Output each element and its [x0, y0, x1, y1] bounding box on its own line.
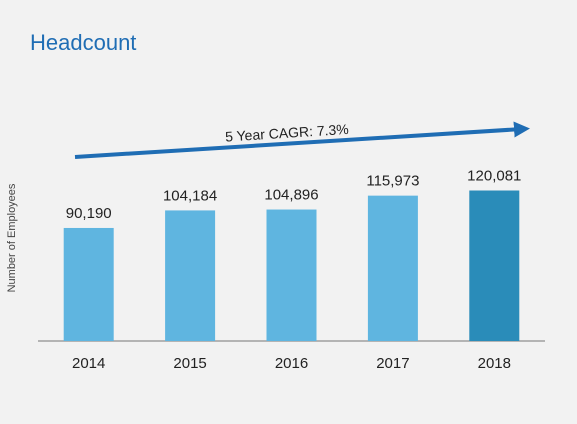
data-label: 120,081 [467, 167, 521, 184]
bar [367, 195, 418, 341]
cagr-arrow [74, 121, 530, 159]
chart-title: Headcount [30, 30, 136, 55]
x-tick-label: 2014 [72, 355, 105, 372]
bar [266, 209, 317, 341]
data-label: 104,896 [264, 186, 318, 203]
x-tick-label: 2017 [376, 355, 409, 372]
y-axis-label: Number of Employees [6, 183, 18, 292]
annotation: 5 Year CAGR: 7.3% [225, 121, 350, 145]
data-label: 104,184 [163, 187, 217, 204]
data-label: 115,973 [366, 173, 419, 190]
data-label: 90,190 [66, 205, 112, 222]
bar [165, 210, 216, 341]
bar [469, 190, 520, 341]
bar [63, 227, 114, 341]
x-tick-label: 2018 [478, 355, 511, 372]
x-tick-label: 2016 [275, 355, 308, 372]
x-tick-label: 2015 [173, 355, 206, 372]
